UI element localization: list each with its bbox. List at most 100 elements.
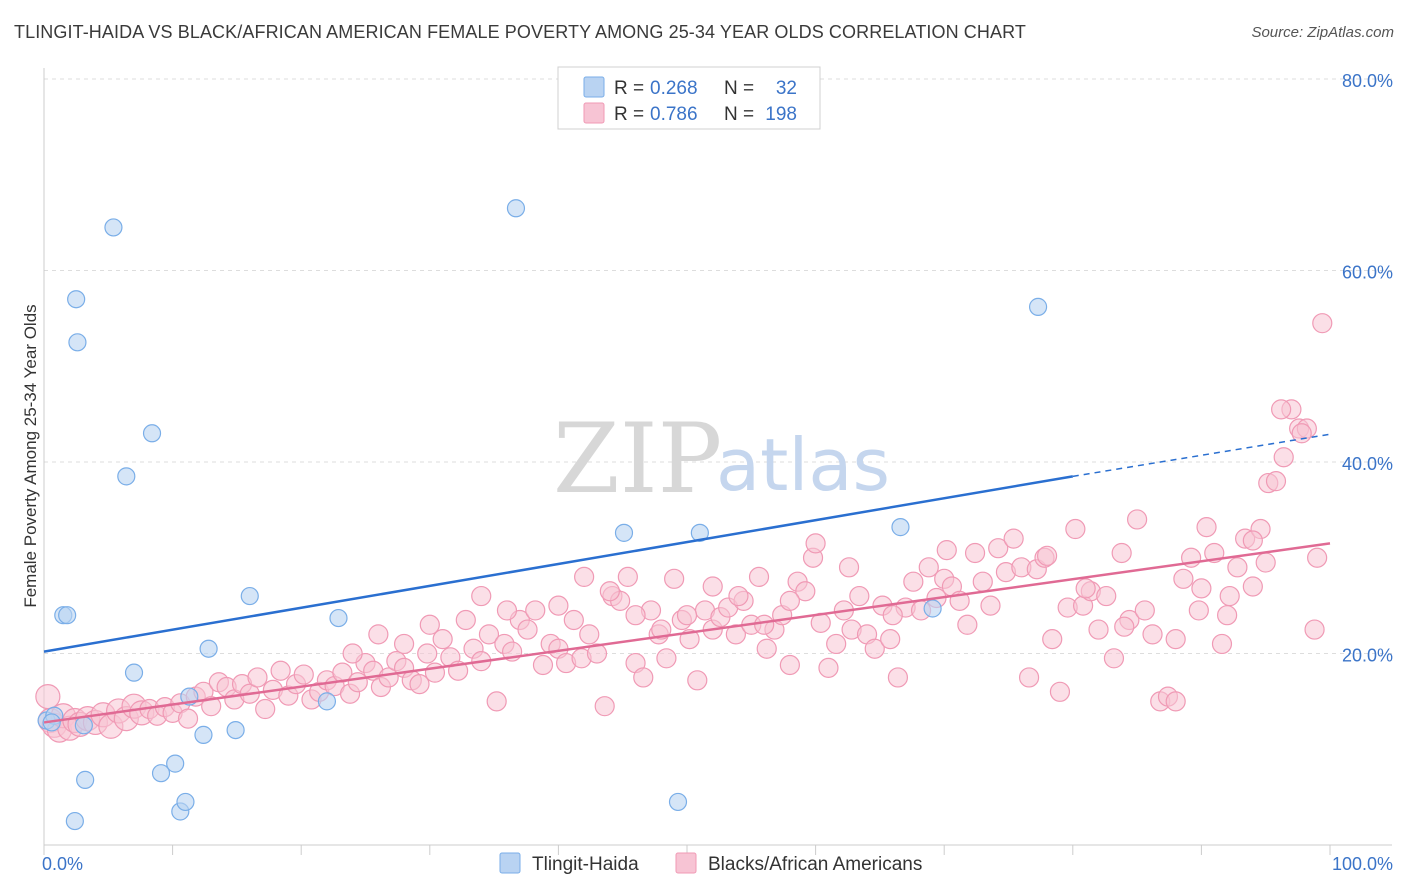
trend-line-tlingit <box>43 475 1074 653</box>
point-black-173 <box>838 557 860 578</box>
point-black-78 <box>617 566 638 588</box>
point-black-24 <box>201 696 222 717</box>
point-black-61 <box>486 691 507 712</box>
point-black-124 <box>972 571 993 592</box>
point-black-104 <box>818 657 839 678</box>
point-black-168 <box>1312 313 1333 334</box>
point-black-54 <box>432 629 453 650</box>
point-black-126 <box>988 538 1009 559</box>
point-black-128 <box>1003 528 1024 549</box>
point-black-134 <box>1049 681 1071 702</box>
grid-lines <box>44 78 1392 654</box>
point-black-172 <box>805 533 826 554</box>
point-black-115 <box>903 571 924 592</box>
point-tlingit-7 <box>74 716 93 735</box>
point-black-171 <box>1307 547 1328 568</box>
point-black-155 <box>1211 633 1233 655</box>
point-black-130 <box>1018 667 1040 688</box>
point-black-182 <box>1242 530 1263 551</box>
point-black-30 <box>247 667 268 688</box>
watermark-zip: ZIP <box>553 403 722 515</box>
point-black-122 <box>957 614 978 635</box>
bottom-legend: Tlingit-Haida Blacks/African Americans <box>499 852 922 875</box>
point-black-125 <box>980 595 1001 616</box>
point-black-74 <box>586 643 608 664</box>
point-black-190 <box>702 576 723 597</box>
point-black-112 <box>880 629 901 650</box>
point-tlingit-21 <box>226 720 245 740</box>
point-black-178 <box>1114 616 1135 637</box>
bottom-legend-swatch-tlingit <box>499 852 521 874</box>
point-black-113 <box>887 667 909 688</box>
point-black-0 <box>35 683 61 710</box>
point-tlingit-5 <box>67 290 86 309</box>
point-tlingit-10 <box>104 218 123 237</box>
point-black-84 <box>664 568 685 589</box>
point-black-184 <box>419 614 440 635</box>
point-black-87 <box>687 670 708 691</box>
point-black-174 <box>882 605 903 626</box>
point-black-153 <box>1196 517 1217 538</box>
point-tlingit-13 <box>142 424 162 443</box>
trend-lines <box>43 433 1331 724</box>
point-black-162 <box>1265 471 1287 492</box>
bottom-legend-label-black: Blacks/African Americans <box>708 854 922 875</box>
point-black-188 <box>651 619 672 640</box>
point-tlingit-22 <box>240 586 259 606</box>
point-black-198 <box>368 624 389 645</box>
point-black-144 <box>1126 509 1148 530</box>
point-black-133 <box>1042 629 1063 650</box>
y-tick-label-2: 60.0% <box>1342 263 1393 283</box>
point-black-185 <box>574 566 595 588</box>
point-black-183 <box>1255 552 1276 573</box>
point-black-36 <box>293 664 314 685</box>
y-tick-label-0: 20.0% <box>1342 646 1393 666</box>
legend-r-value-1: 0.786 <box>650 104 698 125</box>
point-black-99 <box>779 654 800 676</box>
point-tlingit-9 <box>65 811 84 831</box>
point-black-199 <box>342 643 363 664</box>
legend-n-label-1: N = <box>724 104 754 125</box>
legend: R = 0.268 N = 32 R = 0.786 N = 198 <box>557 66 821 130</box>
point-tlingit-14 <box>151 764 171 783</box>
point-black-167 <box>1304 619 1325 640</box>
point-tlingit-19 <box>194 725 213 744</box>
bottom-legend-label-tlingit: Tlingit-Haida <box>532 854 639 875</box>
y-tick-label-3: 80.0% <box>1342 71 1393 91</box>
legend-swatch-tlingit <box>583 76 605 98</box>
point-tlingit-4 <box>58 606 77 625</box>
trend-line-black <box>43 542 1331 724</box>
point-tlingit-26 <box>614 523 634 542</box>
point-tlingit-17 <box>176 792 195 812</box>
point-black-123 <box>964 542 986 564</box>
point-black-156 <box>1219 585 1240 607</box>
point-black-139 <box>1088 619 1109 640</box>
point-black-110 <box>864 638 885 659</box>
point-black-157 <box>1227 557 1248 578</box>
point-black-142 <box>1111 542 1132 564</box>
point-black-33 <box>270 660 291 681</box>
point-black-66 <box>525 600 546 621</box>
watermark: ZIP atlas <box>553 403 890 515</box>
point-tlingit-6 <box>68 333 87 352</box>
point-black-51 <box>409 674 430 695</box>
point-black-52 <box>417 643 438 664</box>
point-tlingit-12 <box>124 663 144 682</box>
legend-swatch-black <box>583 102 605 124</box>
point-black-163 <box>1273 447 1294 468</box>
point-black-146 <box>1142 624 1163 645</box>
point-tlingit-23 <box>317 692 337 711</box>
point-black-194 <box>548 595 569 616</box>
point-black-179 <box>1165 691 1186 712</box>
point-black-117 <box>918 557 939 578</box>
point-black-65 <box>517 619 538 640</box>
point-black-96 <box>756 638 777 659</box>
point-tlingit-28 <box>690 523 709 542</box>
point-black-169 <box>1271 399 1292 420</box>
point-black-152 <box>1188 600 1209 621</box>
point-black-101 <box>795 581 816 602</box>
point-black-95 <box>748 566 770 588</box>
point-tlingit-15 <box>166 754 185 773</box>
point-black-60 <box>478 624 500 645</box>
legend-r-value-0: 0.268 <box>650 78 698 99</box>
